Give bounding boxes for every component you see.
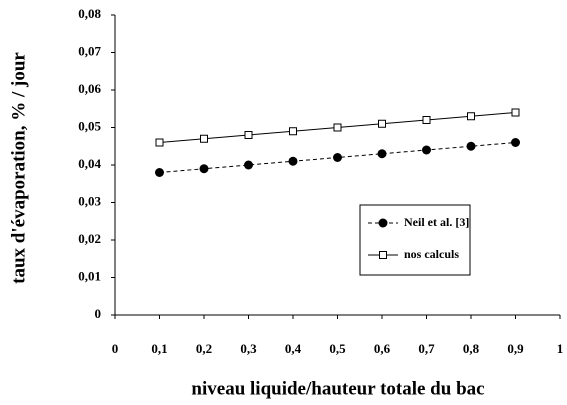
point [422, 145, 431, 155]
x-tick-label: 1 [557, 341, 564, 356]
y-tick-label: 0,08 [78, 6, 101, 21]
point [467, 112, 475, 121]
point [199, 164, 209, 174]
point [244, 131, 253, 139]
x-tick-label: 0,5 [329, 341, 346, 356]
y-tick-label: 0,06 [78, 81, 101, 96]
y-tick-label: 0,05 [78, 118, 101, 133]
point [511, 138, 520, 147]
legend-box [359, 204, 471, 276]
x-tick-label: 0,4 [285, 341, 302, 356]
point [289, 127, 297, 136]
x-tick-label: 0,1 [151, 341, 167, 356]
point [333, 123, 342, 132]
point [333, 153, 342, 162]
x-tick-label: 0,3 [240, 341, 257, 356]
x-tick-label: 0,9 [507, 341, 524, 356]
x-tick-label: 0 [112, 341, 119, 356]
x-tick-label: 0,6 [374, 341, 391, 356]
point [378, 218, 388, 228]
point [378, 119, 386, 128]
legend-label: nos calculs [404, 247, 459, 261]
y-axis-title: taux d'évaporation, % / jour [8, 52, 29, 284]
y-tick-label: 0 [95, 306, 102, 321]
point [155, 168, 164, 177]
point [155, 138, 164, 147]
point [379, 251, 387, 259]
legend-label: Neil et al. [3] [404, 215, 469, 229]
point [511, 108, 520, 117]
point [200, 134, 208, 143]
x-tick-label: 0,8 [463, 341, 480, 356]
x-axis-title: niveau liquide/hauteur totale du bac [191, 378, 484, 399]
y-tick-label: 0,04 [78, 156, 101, 171]
y-tick-label: 0,07 [78, 43, 101, 58]
point [377, 149, 387, 159]
point [244, 160, 253, 170]
y-tick-label: 0,02 [78, 231, 101, 246]
point [466, 141, 476, 151]
y-tick-label: 0,01 [78, 268, 101, 283]
x-tick-label: 0,7 [418, 341, 435, 356]
point [288, 156, 298, 166]
point [422, 116, 431, 124]
x-tick-label: 0,2 [196, 341, 212, 356]
y-tick-label: 0,03 [78, 193, 101, 208]
